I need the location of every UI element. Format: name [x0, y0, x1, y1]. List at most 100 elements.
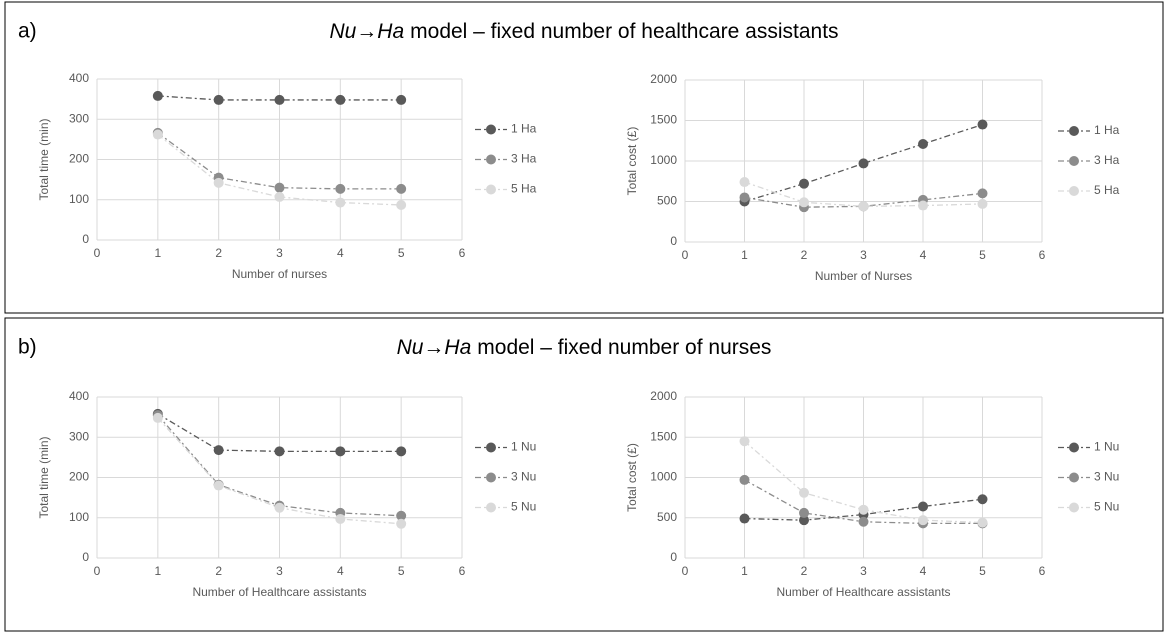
data-point: [858, 201, 869, 212]
panel-title: Nu→Ha model – fixed number of healthcare …: [329, 20, 838, 43]
legend-label: 1 Ha: [1094, 123, 1120, 137]
data-point: [335, 513, 346, 524]
legend-label: 3 Ha: [1094, 153, 1120, 167]
x-tick-label: 3: [860, 564, 867, 578]
y-axis-label: Total time (min): [37, 118, 51, 200]
data-point: [396, 199, 407, 210]
x-axis-label: Number of Nurses: [815, 269, 912, 283]
x-tick-label: 4: [337, 564, 344, 578]
x-tick-label: 6: [459, 246, 466, 260]
data-point: [918, 515, 928, 526]
panel-frame: [4, 1, 1164, 314]
data-point: [335, 94, 346, 105]
data-point: [739, 513, 750, 524]
data-point: [274, 502, 285, 513]
x-tick-label: 0: [682, 248, 689, 262]
y-tick-label: 0: [82, 550, 89, 564]
data-point: [335, 197, 346, 208]
y-axis-label: Total cost (£): [625, 443, 639, 512]
y-tick-label: 1500: [650, 429, 677, 443]
data-point: [977, 119, 988, 130]
data-point: [274, 191, 285, 202]
y-tick-label: 500: [657, 194, 677, 208]
data-point: [799, 178, 809, 189]
x-tick-label: 6: [1039, 248, 1046, 262]
legend-label: 3 Ha: [511, 152, 537, 166]
legend-swatch: [1069, 502, 1079, 513]
data-point: [739, 192, 750, 203]
panel-title-italic: Nu→Ha: [397, 336, 472, 359]
x-tick-label: 6: [1039, 564, 1046, 578]
panel-label: a): [18, 20, 37, 43]
panel-title-text: model – fixed number of healthcare assis…: [410, 20, 838, 43]
legend-swatch: [486, 124, 496, 135]
x-tick-label: 3: [276, 246, 283, 260]
x-tick-label: 3: [860, 248, 867, 262]
y-tick-label: 100: [69, 510, 89, 524]
y-tick-label: 300: [69, 429, 89, 443]
y-tick-label: 400: [69, 389, 89, 403]
y-tick-label: 200: [69, 152, 89, 166]
x-tick-label: 0: [94, 246, 101, 260]
x-tick-label: 1: [741, 248, 748, 262]
legend-swatch: [486, 442, 496, 453]
y-tick-label: 200: [69, 470, 89, 484]
data-point: [858, 516, 869, 527]
series-line: [744, 498, 983, 521]
legend-swatch: [1069, 156, 1079, 166]
legend-label: 3 Nu: [1094, 470, 1119, 484]
data-point: [396, 183, 407, 194]
x-tick-label: 6: [459, 564, 466, 578]
legend-swatch: [486, 154, 496, 165]
data-point: [152, 129, 163, 140]
panel-title: Nu→Ha model – fixed number of nurses: [397, 336, 772, 359]
data-point: [799, 487, 809, 498]
x-tick-label: 3: [276, 564, 283, 578]
y-axis-label: Total cost (£): [625, 127, 639, 196]
x-tick-label: 1: [741, 564, 748, 578]
legend-label: 1 Ha: [511, 122, 537, 136]
panel-frame: [4, 317, 1164, 632]
data-point: [858, 504, 869, 515]
x-tick-label: 2: [801, 248, 808, 262]
y-tick-label: 0: [670, 550, 677, 564]
y-tick-label: 0: [82, 232, 89, 246]
legend-swatch: [1069, 442, 1079, 453]
y-axis-label: Total time (min): [37, 436, 51, 518]
x-tick-label: 1: [154, 246, 161, 260]
panel-label: b): [18, 336, 37, 359]
data-point: [213, 480, 224, 491]
data-point: [977, 188, 988, 199]
panel-title-text: model – fixed number of nurses: [477, 336, 771, 359]
x-tick-label: 4: [337, 246, 344, 260]
data-point: [335, 183, 346, 194]
data-point: [977, 198, 988, 209]
y-tick-label: 400: [69, 71, 89, 85]
x-tick-label: 5: [979, 248, 986, 262]
data-point: [918, 138, 928, 149]
x-tick-label: 2: [801, 564, 808, 578]
data-point: [739, 474, 750, 485]
y-tick-label: 1000: [650, 470, 677, 484]
x-tick-label: 4: [920, 248, 927, 262]
legend-swatch: [1069, 126, 1079, 136]
legend-swatch: [486, 184, 496, 195]
data-point: [858, 158, 869, 169]
y-tick-label: 300: [69, 111, 89, 125]
legend-swatch: [1069, 472, 1079, 483]
y-tick-label: 100: [69, 192, 89, 206]
x-tick-label: 1: [154, 564, 161, 578]
series-line: [744, 192, 983, 208]
x-tick-label: 2: [215, 246, 222, 260]
data-point: [739, 177, 750, 188]
data-point: [335, 446, 346, 457]
x-tick-label: 5: [398, 246, 405, 260]
data-point: [918, 501, 928, 512]
data-point: [977, 494, 988, 505]
legend-label: 1 Nu: [511, 440, 536, 454]
x-axis-label: Number of Healthcare assistants: [776, 585, 950, 599]
data-point: [799, 515, 809, 526]
legend-swatch: [1069, 186, 1079, 196]
x-axis-label: Number of nurses: [232, 267, 327, 281]
